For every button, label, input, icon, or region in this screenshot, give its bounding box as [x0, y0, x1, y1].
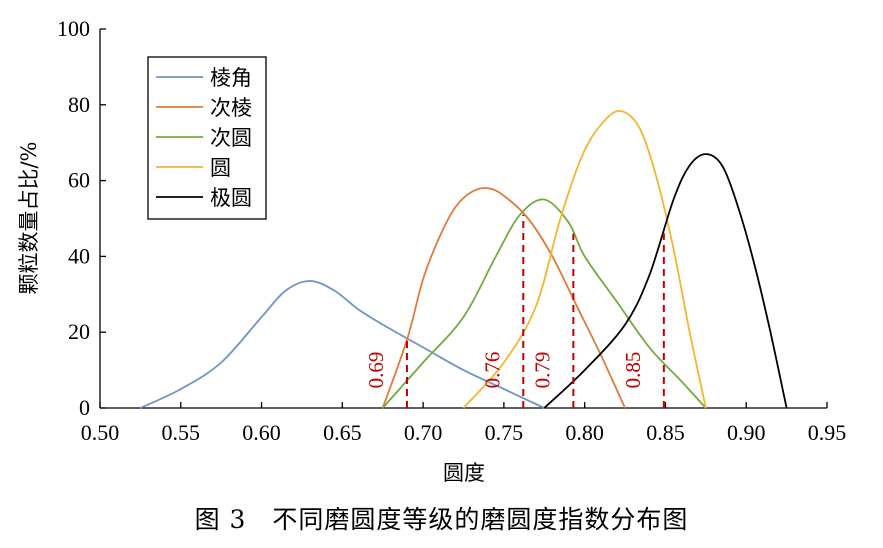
distribution-chart: 0.50 0.55 0.60 0.65 0.70 0.75 0.80 0.85 0.90 0.95… [17, 16, 846, 485]
threshold-label: 0.85 [621, 352, 645, 389]
legend-label: 极圆 [210, 186, 252, 210]
legend-label: 圆 [210, 156, 231, 180]
x-tick-label: 0.55 [162, 420, 201, 445]
x-tick-label: 0.90 [727, 420, 766, 445]
y-axis-title: 颗粒数量占比/% [17, 141, 41, 294]
x-tick-label: 0.75 [485, 420, 524, 445]
x-tick-label: 0.60 [242, 420, 281, 445]
y-tick-label: 0 [79, 395, 90, 420]
series-line-4 [462, 109, 707, 409]
x-tick-label: 0.50 [81, 420, 120, 445]
series-line-2 [381, 187, 626, 409]
legend-label: 次棱 [210, 96, 252, 120]
series-line-5 [543, 153, 788, 409]
y-tick-label: 100 [57, 16, 90, 41]
threshold-label: 0.69 [364, 352, 388, 389]
y-tick-label: 40 [68, 243, 90, 268]
legend-label: 棱角 [210, 66, 252, 90]
x-axis-title: 圆度 [443, 461, 485, 485]
threshold-label: 0.79 [530, 352, 554, 389]
x-tick-label: 0.85 [646, 420, 685, 445]
figure-caption: 图 3 不同磨圆度等级的磨圆度指数分布图 [194, 505, 689, 534]
series-line-1 [140, 280, 545, 409]
y-tick-label: 20 [68, 319, 90, 344]
threshold-label: 0.76 [480, 352, 504, 389]
y-tick-label: 80 [68, 92, 90, 117]
series-line-3 [382, 198, 707, 409]
x-tick-label: 0.95 [808, 420, 847, 445]
x-tick-label: 0.70 [404, 420, 443, 445]
legend-label: 次圆 [210, 126, 252, 150]
y-tick-label: 60 [68, 168, 90, 193]
x-tick-label: 0.65 [323, 420, 362, 445]
plot-area: 0.50 0.55 0.60 0.65 0.70 0.75 0.80 0.85 0.90 0.95… [57, 16, 846, 445]
legend-box [147, 56, 267, 220]
x-tick-label: 0.80 [565, 420, 604, 445]
